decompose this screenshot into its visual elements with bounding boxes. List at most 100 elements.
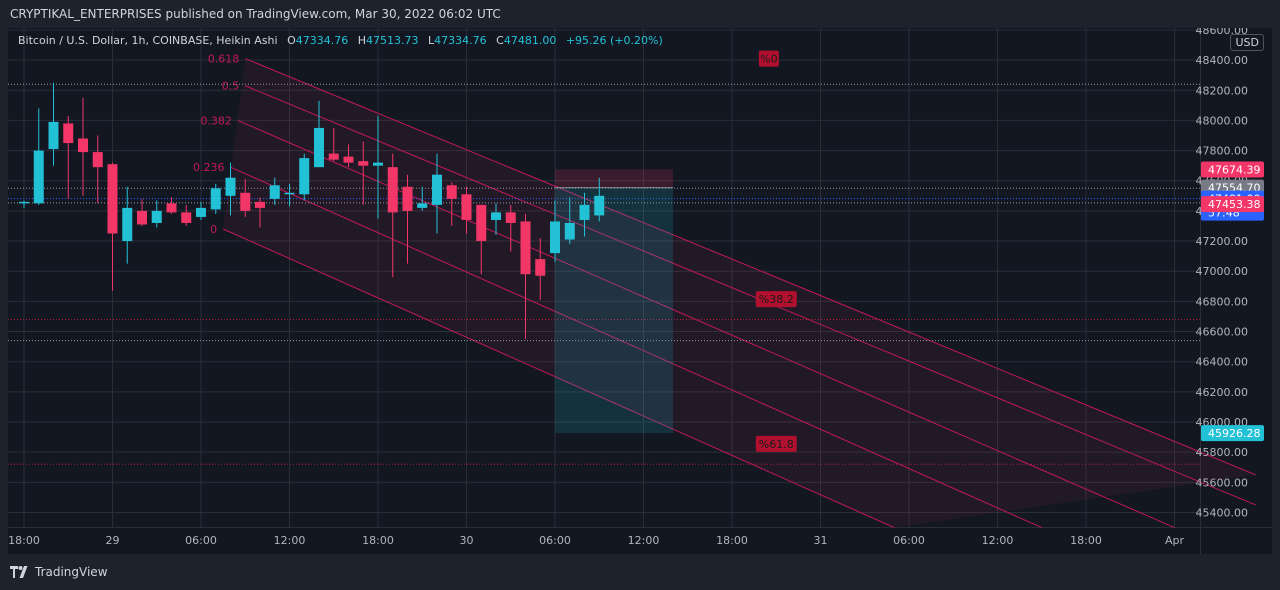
- price-tick-label: 45600.00: [1196, 476, 1249, 489]
- candle-body: [314, 127, 324, 168]
- candle: [402, 174, 413, 264]
- annotation-bg: [755, 435, 797, 452]
- candle-body: [225, 177, 236, 196]
- candle-body: [594, 195, 605, 216]
- candle-body: [328, 153, 339, 160]
- candle: [417, 186, 428, 211]
- fib-level-label: 0: [210, 223, 217, 236]
- candle: [255, 197, 265, 228]
- candle-body: [240, 192, 251, 211]
- axis-price-label: 47453.38: [1201, 196, 1264, 213]
- open-label: O: [287, 34, 296, 47]
- price-tick-label: 47800.00: [1196, 145, 1249, 158]
- candle: [33, 108, 44, 205]
- publish-info: CRYPTIKAL_ENTERPRISES published on Tradi…: [10, 7, 501, 21]
- time-tick-label: 18:00: [716, 534, 748, 547]
- candle: [210, 183, 221, 214]
- price-label-text: 47674.39: [1208, 164, 1261, 177]
- candle: [122, 186, 133, 264]
- candle-body: [48, 121, 59, 150]
- candle: [343, 144, 354, 168]
- candle: [107, 162, 118, 291]
- candle-body: [373, 162, 383, 166]
- high-label: H: [357, 34, 367, 47]
- price-label-text: 45926.28: [1208, 427, 1261, 440]
- candle-body: [387, 167, 398, 213]
- fib-channel: 0.618 0.5 0.382 0.236 0: [193, 53, 1256, 529]
- annotation-text: %38.2: [759, 293, 794, 306]
- fib-level-label: 0.5: [222, 80, 240, 93]
- candle: [387, 153, 398, 278]
- time-tick-label: 06:00: [893, 534, 925, 547]
- candle-body: [461, 194, 472, 220]
- candle-body: [520, 221, 531, 275]
- time-tick-label: 30: [460, 534, 474, 547]
- price-label-text: 47453.38: [1208, 198, 1261, 211]
- close-label: C: [496, 34, 504, 47]
- candle: [505, 204, 516, 252]
- change-value: +95.26 (+0.20%): [565, 34, 663, 47]
- low-value: 47334.76: [434, 34, 487, 47]
- price-tick-label: 45400.00: [1196, 507, 1249, 520]
- annotation-text: %61.8: [759, 438, 794, 451]
- fib-level-label: 0.236: [193, 161, 225, 174]
- candle-body: [550, 221, 560, 254]
- price-chart[interactable]: 0.618 0.5 0.382 0.236 0 %0 %38.2 %61.8 45400.00 4…: [8, 28, 1272, 554]
- low-label: L: [428, 34, 435, 47]
- candle: [550, 200, 560, 263]
- candle: [137, 198, 147, 226]
- footer: TradingView: [0, 554, 1280, 590]
- time-tick-label: 18:00: [362, 534, 394, 547]
- fib-line: [222, 228, 895, 529]
- close-value: 47481.00: [503, 34, 557, 47]
- candle: [225, 162, 236, 216]
- candle: [520, 213, 531, 340]
- annotation-bg: [758, 50, 779, 67]
- candle-body: [151, 210, 162, 223]
- time-tick-label: 12:00: [982, 534, 1014, 547]
- fib-annotation: %61.8: [755, 435, 797, 452]
- time-tick-label: 12:00: [628, 534, 660, 547]
- candle-body: [166, 203, 177, 213]
- tradingview-logo[interactable]: TradingView: [10, 565, 108, 579]
- price-tick-label: 46600.00: [1196, 326, 1249, 339]
- candle: [240, 179, 251, 217]
- candle-body: [255, 201, 265, 208]
- candle-body: [564, 222, 575, 240]
- price-tick-label: 46200.00: [1196, 386, 1249, 399]
- fib-level-label: 0.618: [208, 53, 240, 66]
- fib-annotation: %38.2: [755, 291, 797, 308]
- tradingview-icon: [10, 566, 28, 578]
- candle: [63, 115, 74, 199]
- candle-body: [417, 203, 428, 208]
- fib-line: [230, 166, 1042, 529]
- candle: [78, 97, 88, 196]
- fib-level-label: 0.382: [200, 114, 232, 127]
- candle-body: [63, 123, 74, 144]
- time-tick-label: 18:00: [8, 534, 40, 547]
- candle: [373, 115, 383, 219]
- candle: [358, 141, 369, 205]
- symbol-label: Bitcoin / U.S. Dollar, 1h, COINBASE, Hei…: [18, 34, 278, 47]
- candles: [19, 82, 605, 340]
- price-tick-label: 48000.00: [1196, 114, 1249, 127]
- candle-body: [343, 156, 354, 163]
- candle: [564, 197, 575, 245]
- candle: [476, 204, 487, 275]
- time-tick-label: 18:00: [1070, 534, 1102, 547]
- time-tick-label: 29: [106, 534, 120, 547]
- candle: [284, 183, 295, 207]
- candle: [328, 127, 339, 162]
- currency-button[interactable]: USD: [1230, 34, 1264, 51]
- candle: [151, 200, 162, 228]
- fib-annotation: %0: [758, 50, 779, 67]
- price-tick-label: 47200.00: [1196, 235, 1249, 248]
- time-tick-label: Apr: [1165, 534, 1185, 547]
- open-value: 47334.76: [295, 34, 349, 47]
- candle-body: [358, 161, 369, 166]
- chart-area[interactable]: 0.618 0.5 0.382 0.236 0 %0 %38.2 %61.8 45400.00 4…: [8, 28, 1272, 554]
- candle-body: [122, 207, 133, 242]
- candle: [594, 177, 605, 222]
- candle-body: [92, 152, 103, 168]
- price-tick-label: 46400.00: [1196, 356, 1249, 369]
